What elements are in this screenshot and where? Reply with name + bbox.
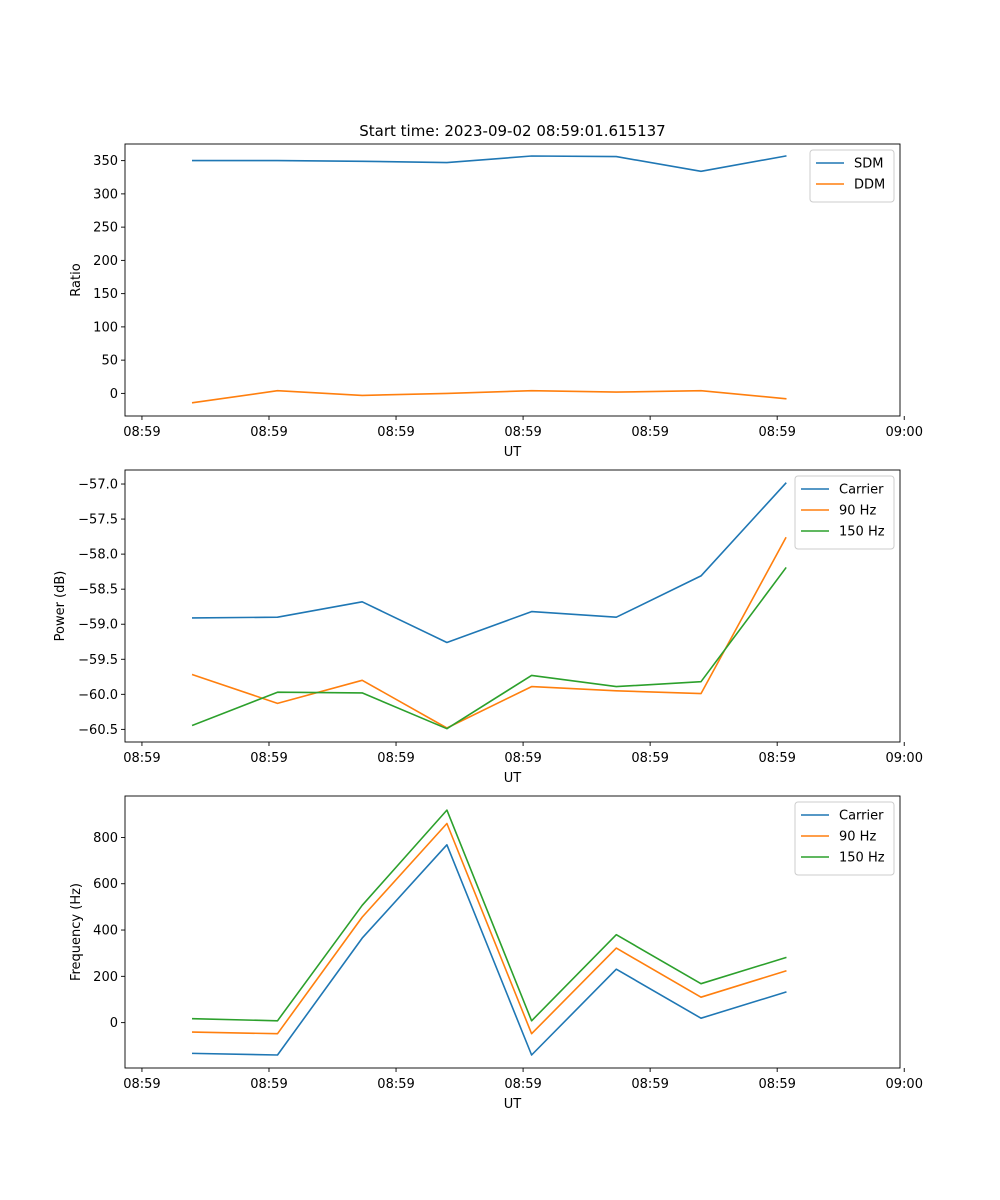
y-axis-label: Power (dB) bbox=[53, 571, 68, 642]
x-tick-label: 08:59 bbox=[250, 751, 287, 766]
y-tick-label: −60.0 bbox=[78, 688, 118, 703]
x-tick-label: 08:59 bbox=[377, 425, 414, 440]
x-tick-label: 08:59 bbox=[758, 1077, 795, 1092]
y-tick-label: 0 bbox=[110, 387, 118, 402]
y-tick-label: 100 bbox=[93, 320, 118, 335]
legend-label: 150 Hz bbox=[839, 851, 885, 866]
legend-label: 90 Hz bbox=[839, 504, 876, 519]
y-tick-label: 600 bbox=[93, 877, 118, 892]
legend-label: Carrier bbox=[839, 483, 884, 498]
x-tick-label: 08:59 bbox=[123, 751, 160, 766]
x-tick-label: 08:59 bbox=[123, 425, 160, 440]
x-tick-label: 09:00 bbox=[886, 425, 923, 440]
x-tick-label: 08:59 bbox=[758, 751, 795, 766]
series-line-90-hz bbox=[191, 822, 787, 1035]
y-tick-label: −57.0 bbox=[78, 478, 118, 493]
y-axis-label: Ratio bbox=[69, 263, 84, 296]
plot-frame bbox=[124, 795, 901, 1069]
x-tick-label: 08:59 bbox=[504, 1077, 541, 1092]
y-tick-label: 200 bbox=[93, 254, 118, 269]
y-tick-label: 350 bbox=[93, 154, 118, 169]
x-tick-label: 08:59 bbox=[631, 425, 668, 440]
x-tick-label: 08:59 bbox=[250, 1077, 287, 1092]
panel-2: 08:59 08:59 08:59 08:59 08:59 08:59 09:00 −60.5… bbox=[53, 469, 923, 786]
y-tick-label: −57.5 bbox=[78, 513, 118, 528]
legend: SDM DDM bbox=[809, 149, 895, 203]
y-tick-label: −59.5 bbox=[78, 653, 118, 668]
x-axis-label: UT bbox=[504, 771, 522, 786]
x-tick-label: 08:59 bbox=[504, 425, 541, 440]
y-tick-label: −60.5 bbox=[78, 723, 118, 738]
y-tick-label: 200 bbox=[93, 970, 118, 985]
legend-label: 90 Hz bbox=[839, 830, 876, 845]
plot-frame bbox=[124, 143, 901, 417]
y-tick-label: 50 bbox=[101, 354, 118, 369]
y-tick-label: −59.0 bbox=[78, 618, 118, 633]
x-tick-label: 08:59 bbox=[631, 751, 668, 766]
series-line-150-hz bbox=[191, 566, 787, 730]
y-tick-label: 800 bbox=[93, 831, 118, 846]
panel-1: 08:59 08:59 08:59 08:59 08:59 08:59 09:00 0 50 10… bbox=[69, 143, 923, 460]
y-tick-label: −58.5 bbox=[78, 583, 118, 598]
legend-label: SDM bbox=[854, 157, 883, 172]
legend: Carrier 90 Hz 150 Hz bbox=[794, 801, 895, 876]
x-tick-label: 08:59 bbox=[123, 1077, 160, 1092]
x-tick-label: 08:59 bbox=[504, 751, 541, 766]
x-tick-label: 09:00 bbox=[886, 1077, 923, 1092]
x-axis-label: UT bbox=[504, 1097, 522, 1112]
panel-3: 08:59 08:59 08:59 08:59 08:59 08:59 09:00 0 200 4… bbox=[69, 795, 923, 1112]
y-tick-label: 0 bbox=[110, 1016, 118, 1031]
x-tick-label: 08:59 bbox=[377, 751, 414, 766]
chart-title: Start time: 2023-09-02 08:59:01.615137 bbox=[359, 122, 665, 140]
panels: 08:59 08:59 08:59 08:59 08:59 08:59 09:00 0 50 10… bbox=[53, 143, 923, 1112]
x-tick-label: 09:00 bbox=[886, 751, 923, 766]
series-line-carrier bbox=[191, 482, 787, 644]
y-tick-label: 250 bbox=[93, 221, 118, 236]
series-line-sdm bbox=[192, 155, 787, 173]
y-tick-label: −58.0 bbox=[78, 548, 118, 563]
x-tick-label: 08:59 bbox=[250, 425, 287, 440]
series-line-150-hz bbox=[191, 809, 787, 1022]
legend-label: 150 Hz bbox=[839, 525, 885, 540]
x-tick-label: 08:59 bbox=[758, 425, 795, 440]
legend-label: Carrier bbox=[839, 809, 884, 824]
series-line-carrier bbox=[191, 843, 787, 1056]
series-line-90-hz bbox=[191, 536, 787, 729]
x-axis-label: UT bbox=[504, 445, 522, 460]
plot-frame bbox=[124, 469, 901, 743]
legend-label: DDM bbox=[854, 178, 885, 193]
y-axis-label: Frequency (Hz) bbox=[69, 883, 84, 981]
x-tick-label: 08:59 bbox=[377, 1077, 414, 1092]
y-tick-label: 150 bbox=[93, 287, 118, 302]
y-tick-label: 400 bbox=[93, 924, 118, 939]
x-tick-label: 08:59 bbox=[631, 1077, 668, 1092]
series-line-ddm bbox=[191, 389, 787, 404]
y-tick-label: 300 bbox=[93, 187, 118, 202]
legend: Carrier 90 Hz 150 Hz bbox=[794, 475, 895, 550]
